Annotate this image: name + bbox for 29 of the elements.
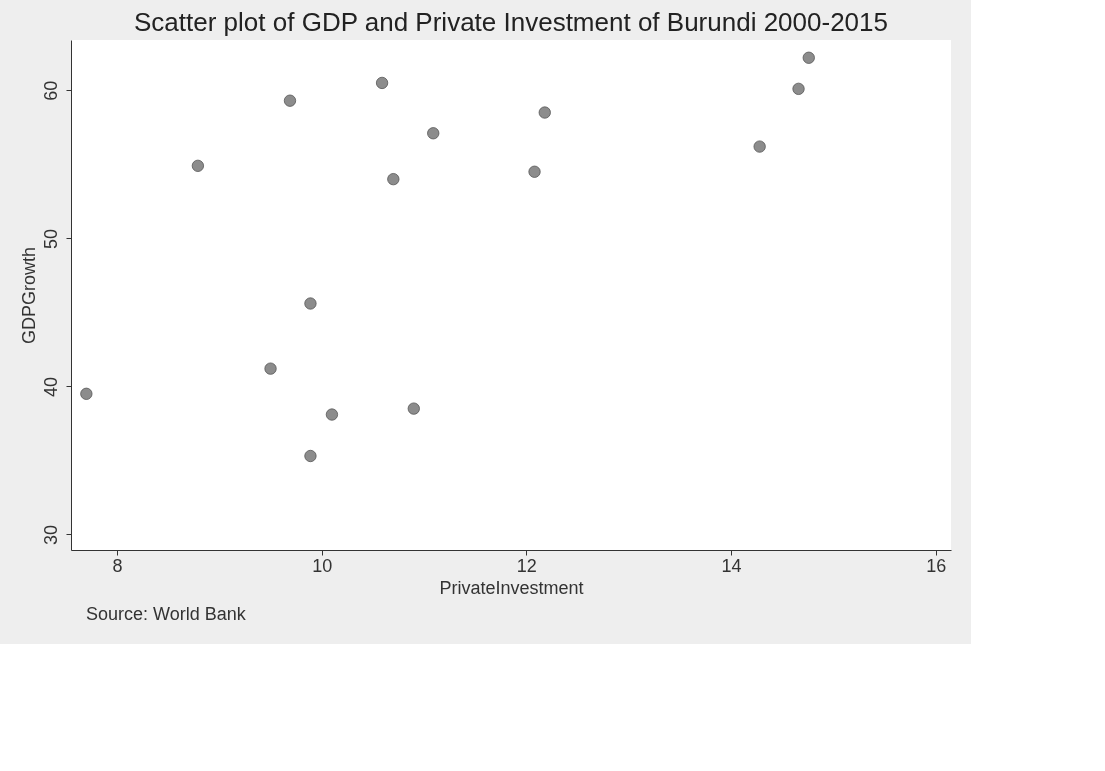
x-tick-label: 16 [926, 555, 947, 576]
point [753, 140, 766, 153]
point [80, 387, 93, 400]
y-tick-label: 30 [40, 524, 61, 545]
point [528, 165, 541, 178]
point [304, 449, 317, 463]
y-tick-label: 50 [40, 228, 61, 249]
point [325, 408, 339, 421]
point [375, 76, 389, 90]
point [538, 106, 551, 119]
point [387, 173, 400, 186]
point [802, 51, 815, 64]
point [191, 159, 204, 172]
point [304, 297, 317, 310]
point [283, 94, 297, 107]
y-tick-label: 60 [40, 80, 61, 101]
y-axis-title: GDPGrowth [18, 246, 39, 345]
x-tick-label: 10 [312, 555, 333, 576]
x-axis-title: PrivateInvestment [439, 577, 584, 598]
chart-title: Scatter plot of GDP and Private Investment of Burundi 2000-2015 [134, 7, 888, 37]
y-tick-label: 40 [40, 376, 61, 397]
point [264, 362, 277, 375]
point [792, 82, 805, 95]
point [407, 402, 420, 415]
source-note: Source: World Bank [86, 604, 247, 624]
x-tick-label: 14 [721, 555, 742, 576]
point [427, 127, 440, 140]
x-tick-label: 8 [112, 555, 123, 576]
x-tick-label: 12 [516, 555, 537, 576]
